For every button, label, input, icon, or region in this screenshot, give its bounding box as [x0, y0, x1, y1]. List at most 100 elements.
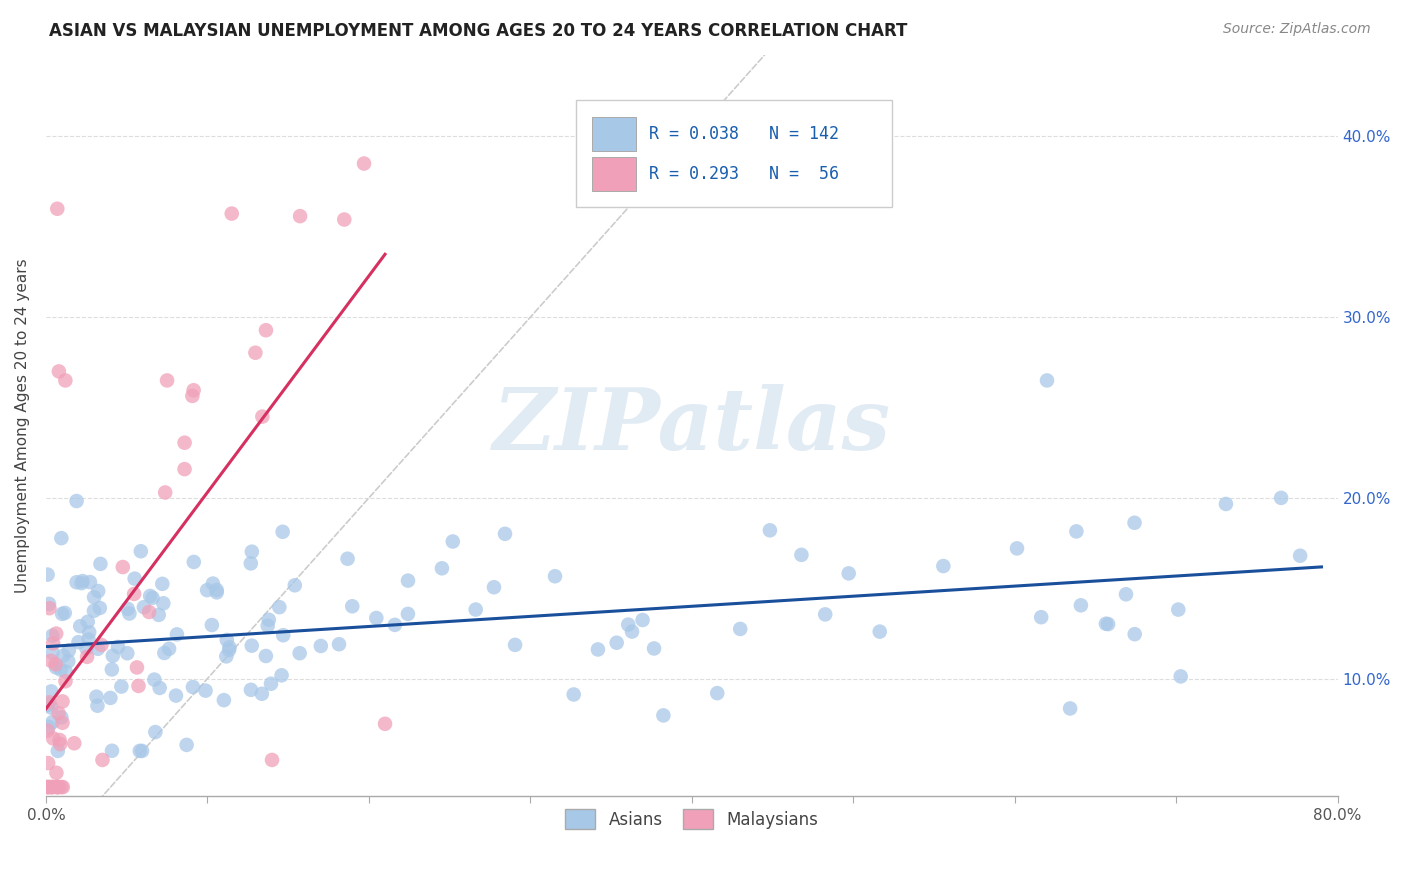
Point — [48, 364, 70, 378]
Point — [260, 677, 283, 691]
Point — [42, 731, 65, 746]
Point — [128, 744, 150, 758]
Point — [1005, 541, 1028, 556]
Point — [212, 693, 235, 707]
Point — [218, 640, 240, 655]
Point — [45, 765, 67, 780]
Point — [430, 561, 453, 575]
Point — [270, 668, 292, 682]
Point — [45, 780, 67, 794]
Point — [76, 615, 98, 629]
Point — [52, 648, 75, 663]
Point — [150, 577, 173, 591]
Point — [284, 578, 307, 592]
Point — [1031, 610, 1053, 624]
Point — [706, 686, 728, 700]
Point — [838, 566, 860, 581]
Point — [48, 706, 70, 721]
Point — [643, 641, 665, 656]
Point — [503, 638, 526, 652]
Point — [195, 583, 218, 598]
Point — [76, 649, 98, 664]
Point — [131, 744, 153, 758]
Point — [101, 744, 124, 758]
Point — [65, 575, 87, 590]
FancyBboxPatch shape — [592, 118, 637, 152]
Point — [239, 682, 262, 697]
Point — [67, 635, 90, 649]
Point — [1170, 669, 1192, 683]
Text: ASIAN VS MALAYSIAN UNEMPLOYMENT AMONG AGES 20 TO 24 YEARS CORRELATION CHART: ASIAN VS MALAYSIAN UNEMPLOYMENT AMONG AG… — [49, 22, 908, 40]
Point — [142, 591, 165, 605]
Point — [153, 485, 176, 500]
Point — [37, 780, 59, 794]
Point — [250, 687, 273, 701]
Point — [46, 202, 69, 216]
Point — [41, 715, 63, 730]
Point — [117, 601, 139, 615]
Point — [1095, 616, 1118, 631]
Point — [1215, 497, 1237, 511]
Point — [814, 607, 837, 622]
Point — [441, 534, 464, 549]
Point — [101, 648, 124, 663]
Point — [37, 780, 59, 794]
Point — [396, 574, 419, 588]
Point — [52, 780, 75, 794]
Point — [166, 627, 188, 641]
Point — [91, 753, 114, 767]
Point — [37, 698, 59, 712]
Point — [46, 744, 69, 758]
Point — [245, 345, 267, 359]
Point — [148, 607, 170, 622]
Text: Source: ZipAtlas.com: Source: ZipAtlas.com — [1223, 22, 1371, 37]
Point — [260, 753, 283, 767]
Point — [48, 733, 70, 747]
Point — [77, 625, 100, 640]
Point — [271, 524, 294, 539]
Point — [100, 690, 122, 705]
Point — [932, 559, 955, 574]
Point — [201, 618, 224, 632]
Point — [124, 572, 146, 586]
Text: ZIPatlas: ZIPatlas — [492, 384, 891, 467]
Point — [1123, 516, 1146, 530]
Point — [58, 643, 80, 657]
Point — [153, 646, 176, 660]
Point — [194, 683, 217, 698]
Point — [494, 526, 516, 541]
Point — [328, 637, 350, 651]
Point — [39, 654, 62, 668]
Point — [183, 555, 205, 569]
Point — [132, 600, 155, 615]
Point — [544, 569, 567, 583]
Point — [254, 323, 277, 337]
Point — [37, 723, 59, 738]
Point — [51, 607, 73, 621]
Point — [101, 663, 124, 677]
Point — [252, 409, 274, 424]
Point — [38, 601, 60, 615]
Point — [138, 605, 160, 619]
Point — [39, 780, 62, 794]
Point — [39, 700, 62, 714]
Point — [70, 576, 93, 591]
Point — [42, 780, 65, 794]
Point — [45, 626, 67, 640]
Point — [38, 695, 60, 709]
Point — [37, 698, 59, 712]
Point — [87, 584, 110, 599]
Point — [143, 673, 166, 687]
Text: R = 0.293   N =  56: R = 0.293 N = 56 — [650, 165, 839, 184]
Point — [239, 557, 262, 571]
Point — [110, 680, 132, 694]
Point — [257, 613, 280, 627]
Point — [288, 646, 311, 660]
Point — [464, 602, 486, 616]
Point — [107, 640, 129, 654]
Point — [215, 649, 238, 664]
Point — [256, 618, 278, 632]
Point — [1097, 617, 1119, 632]
Point — [869, 624, 891, 639]
Text: R = 0.038   N = 142: R = 0.038 N = 142 — [650, 126, 839, 144]
